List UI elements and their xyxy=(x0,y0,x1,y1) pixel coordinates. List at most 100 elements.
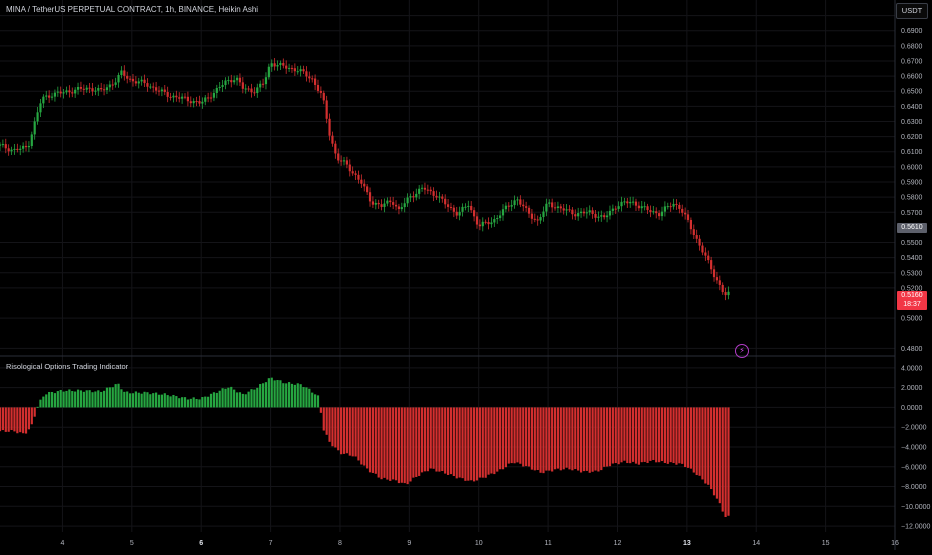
candle-body xyxy=(652,211,655,213)
indicator-bar xyxy=(50,391,54,408)
candle-body xyxy=(331,135,334,144)
indicator-bar xyxy=(166,395,169,408)
candle-body xyxy=(42,96,45,104)
indicator-bar xyxy=(111,387,114,408)
candle-body xyxy=(605,215,609,218)
candle-body xyxy=(270,63,273,67)
candle-body xyxy=(273,63,276,67)
indicator-bar xyxy=(62,391,65,408)
indicator-bar xyxy=(36,406,39,408)
indicator-bar xyxy=(551,407,554,472)
time-tick-label: 12 xyxy=(614,540,622,547)
candle-body xyxy=(582,211,586,214)
candle-body xyxy=(588,210,591,213)
indicator-bar xyxy=(198,399,201,408)
indicator-bar xyxy=(643,407,646,462)
price-tick-label: 0.5700 xyxy=(901,210,923,217)
indicator-bar xyxy=(432,407,435,469)
price-tick-label: 0.6500 xyxy=(901,89,923,96)
indicator-bar xyxy=(114,384,117,408)
indicator-bar xyxy=(377,407,380,478)
indicator-bar xyxy=(689,407,693,469)
indicator-bar xyxy=(250,389,253,408)
candle-body xyxy=(65,90,68,93)
indicator-bar xyxy=(582,407,586,472)
lightning-icon[interactable]: ⚡ xyxy=(735,344,749,358)
indicator-tick-label: 2.0000 xyxy=(901,385,923,392)
indicator-bar xyxy=(634,407,638,464)
indicator-bar xyxy=(392,407,395,480)
indicator-bar xyxy=(322,407,325,431)
indicator-bar xyxy=(91,392,94,408)
candle-body xyxy=(178,97,181,99)
indicator-bar xyxy=(319,407,322,413)
candle-body xyxy=(311,78,314,80)
indicator-bar xyxy=(727,407,730,516)
indicator-bar xyxy=(629,407,632,464)
indicator-bar xyxy=(695,407,698,476)
indicator-bar xyxy=(423,407,427,472)
candle-body xyxy=(19,148,22,150)
time-tick-label: 15 xyxy=(822,540,830,547)
candle-body xyxy=(293,68,296,72)
candle-body xyxy=(504,205,507,210)
currency-button[interactable]: USDT xyxy=(896,3,928,19)
indicator-bar xyxy=(42,396,45,408)
indicator-bar xyxy=(400,407,403,483)
candle-body xyxy=(643,206,646,208)
candle-body xyxy=(603,215,606,218)
candle-body xyxy=(201,101,204,104)
indicator-bar xyxy=(568,407,571,470)
candle-body xyxy=(363,183,366,187)
indicator-bar xyxy=(490,407,493,474)
indicator-bar xyxy=(631,407,635,462)
indicator-bar xyxy=(707,407,710,485)
indicator-bar xyxy=(481,407,484,478)
indicator-bar xyxy=(270,377,273,408)
indicator-bar xyxy=(238,392,242,408)
indicator-bar xyxy=(351,407,354,457)
candle-body xyxy=(68,90,71,93)
indicator-bar xyxy=(672,407,675,464)
indicator-bar xyxy=(13,407,16,432)
indicator-bar xyxy=(253,389,256,408)
indicator-bar xyxy=(123,391,126,408)
indicator-bar xyxy=(415,407,418,477)
indicator-title[interactable]: Risological Options Trading Indicator xyxy=(6,362,129,371)
candle-body xyxy=(409,196,412,198)
candle-body xyxy=(533,218,536,220)
indicator-bar xyxy=(406,407,409,485)
indicator-bar xyxy=(394,407,398,481)
indicator-bar xyxy=(244,394,247,408)
indicator-bar xyxy=(562,407,565,470)
indicator-bar xyxy=(172,394,175,408)
price-tick-label: 0.4800 xyxy=(901,346,923,353)
candle-body xyxy=(131,78,135,82)
candle-body xyxy=(155,87,158,91)
indicator-bar xyxy=(299,384,302,408)
candle-body xyxy=(493,219,496,223)
indicator-bar xyxy=(715,407,719,499)
candle-body xyxy=(221,85,224,87)
candle-body xyxy=(186,96,190,102)
indicator-bar xyxy=(536,407,539,471)
candle-body xyxy=(97,87,100,91)
indicator-bar xyxy=(585,407,588,471)
candle-body xyxy=(140,79,143,82)
indicator-bar xyxy=(230,386,233,408)
candle-body xyxy=(247,88,250,90)
indicator-bar xyxy=(296,383,299,408)
candle-body xyxy=(626,201,629,204)
candle-body xyxy=(175,95,178,98)
price-tick-label: 0.5400 xyxy=(901,255,923,262)
candle-body xyxy=(446,204,450,207)
indicator-bar xyxy=(126,391,129,408)
candle-body xyxy=(149,86,152,88)
candle-body xyxy=(160,89,163,92)
indicator-bar xyxy=(105,387,109,408)
candle-body xyxy=(634,201,638,206)
indicator-bar xyxy=(574,407,577,470)
time-tick-label: 14 xyxy=(752,540,760,547)
candle-body xyxy=(678,204,681,209)
